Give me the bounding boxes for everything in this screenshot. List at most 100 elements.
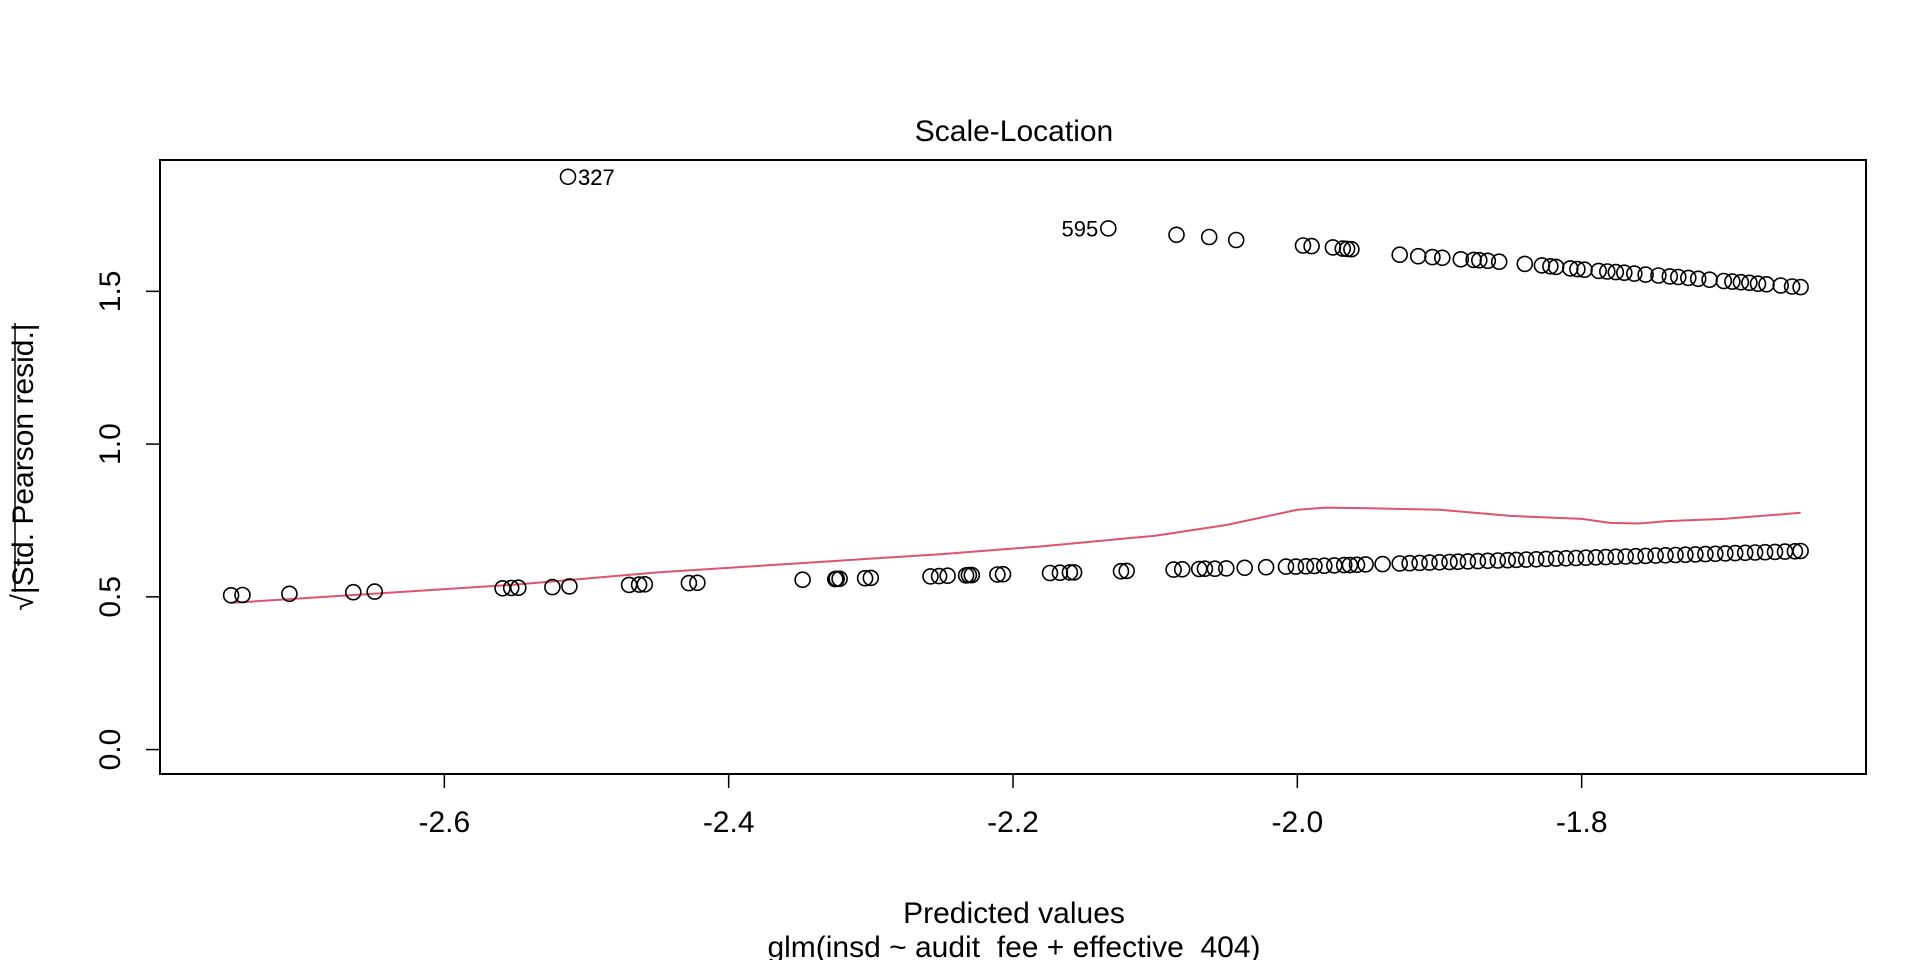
data-point [1792,542,1809,560]
data-point [222,586,240,604]
data-point [1168,226,1185,244]
data-point [1577,549,1595,567]
point-label: 32 [578,165,602,190]
data-point [344,583,362,601]
data-point [794,571,811,589]
data-point [1567,549,1585,567]
data-point [1741,274,1758,292]
data-point [1626,265,1643,282]
data-point [1680,269,1697,287]
data-point [1118,562,1135,580]
data-point [502,579,520,597]
x-tick-label: -2.4 [703,806,755,839]
data-point [1424,248,1441,266]
data-point [1112,562,1130,580]
plot-frame [159,159,1867,775]
y-tick-label: 0.5 [94,576,127,618]
data-point [1459,553,1477,570]
data-point [494,579,511,597]
data-point [1165,561,1182,578]
data-point [1772,277,1789,294]
data-point [1736,544,1754,562]
data-point [1717,545,1734,562]
data-point [1100,220,1117,237]
data-point [1277,558,1295,575]
data-point [1041,564,1059,582]
data-point [862,569,880,587]
data-point [1303,237,1320,255]
data-point [281,585,298,603]
data-point [544,578,561,596]
data-point [1200,228,1218,246]
data-point [856,569,874,587]
data-point [636,575,654,593]
data-point [1401,554,1418,572]
data-point [1597,548,1615,566]
data-point [1637,266,1654,283]
data-point [994,565,1012,583]
svg-text:√|Std. Pearson resid.|: √|Std. Pearson resid.| [7,323,40,610]
x-tick-label: -1.8 [1556,806,1608,839]
data-point [1508,551,1525,569]
data-point [1715,272,1733,290]
data-point [1469,552,1487,570]
data-point [1431,553,1448,571]
data-point [1335,556,1353,574]
data-point [1758,275,1775,293]
points-layer [222,168,1809,604]
data-point [1348,556,1366,574]
data-point [1499,551,1516,569]
y-axis-label: √|Std. Pearson resid.| [7,323,40,610]
data-point [922,568,939,585]
data-point [1749,275,1767,293]
data-point [689,574,706,592]
data-point [1334,240,1352,257]
data-point [559,168,577,186]
data-point [1687,546,1704,563]
y-axis-label-radical: √ [7,594,40,611]
data-point [1236,559,1253,577]
data-point [1792,278,1809,296]
point-label: 327 [578,165,615,190]
data-point [1527,550,1545,568]
data-point [1434,249,1451,267]
data-point [1441,553,1458,571]
data-point [1421,554,1438,571]
data-point [1411,554,1428,572]
data-point [1650,267,1667,284]
smoother-layer [231,506,1801,604]
data-point [234,586,251,604]
y-tick-label: 1.0 [94,423,127,465]
data-point [1726,544,1744,562]
data-point [1061,564,1079,581]
data-point [1607,263,1625,281]
data-point [963,566,981,584]
data-point [1227,231,1245,249]
data-point [1756,543,1774,561]
y-axis: 0.0 0.5 1.0 1.5 [94,270,161,770]
x-axis-label: Predicted values [903,897,1125,930]
data-point [1218,560,1235,577]
data-point [1542,257,1559,275]
data-point [1490,253,1508,271]
data-point [1670,268,1687,286]
data-point [1287,558,1305,575]
data-point [1316,557,1333,575]
data-point [1471,251,1488,269]
data-point [989,566,1006,583]
data-point [1343,240,1360,258]
x-axis: -2.6 -2.4 -2.2 -2.0 -1.8 [418,773,1608,839]
data-point [1637,547,1654,565]
data-point [1607,548,1625,566]
data-point [1374,555,1391,573]
data-point [1766,543,1784,561]
data-point [1647,547,1664,564]
data-point [1590,262,1607,280]
data-point [1065,564,1083,581]
x-tick-label: -2.6 [418,806,470,839]
data-point [1391,555,1408,572]
data-point [1667,546,1684,564]
y-tick-label: 1.5 [94,270,127,312]
data-point [1516,255,1534,273]
